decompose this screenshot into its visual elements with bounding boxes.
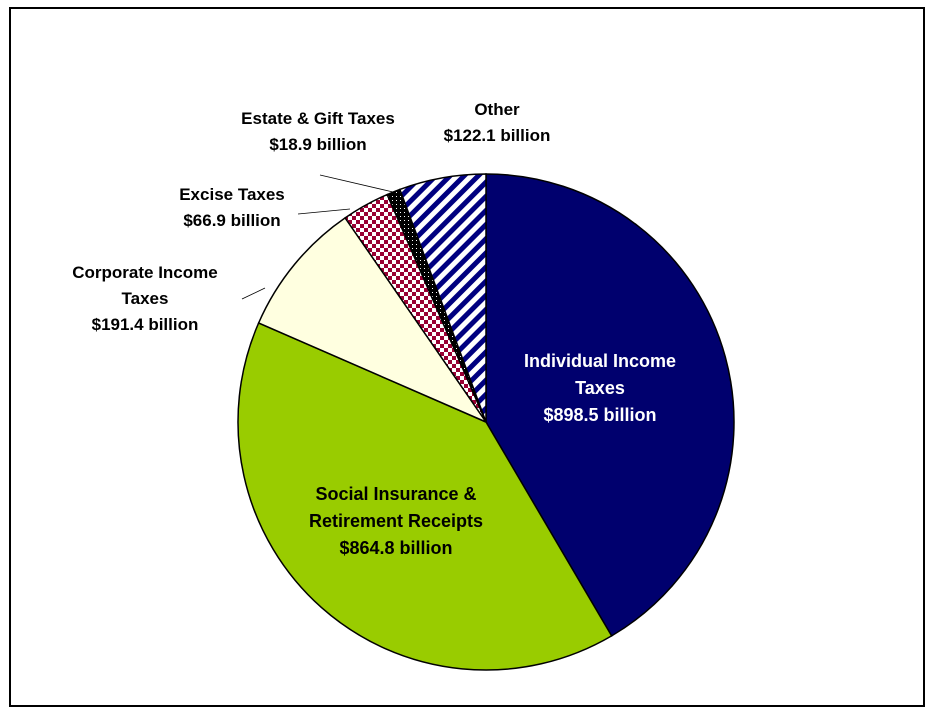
label-line: $122.1 billion	[444, 126, 551, 145]
label-line: $18.9 billion	[269, 135, 366, 154]
label-line: Retirement Receipts	[309, 511, 483, 531]
slice-corporate-income-label: Corporate Income Taxes $191.4 billion	[72, 263, 217, 334]
slice-individual-income-label: Individual Income Taxes $898.5 billion	[524, 351, 676, 425]
label-line: $864.8 billion	[339, 538, 452, 558]
label-line: Social Insurance &	[315, 484, 476, 504]
slice-corporate-income-leader-line	[241, 287, 266, 300]
slice-estate-gift-leader-line	[319, 174, 394, 193]
label-line: Taxes	[122, 289, 169, 308]
slice-other	[398, 173, 487, 423]
label-line: $191.4 billion	[92, 315, 199, 334]
slice-social-insurance	[237, 322, 613, 671]
label-line: Estate & Gift Taxes	[241, 109, 395, 128]
slice-estate-gift-label: Estate & Gift Taxes $18.9 billion	[241, 109, 395, 154]
label-line: Excise Taxes	[179, 185, 285, 204]
label-line: Corporate Income	[72, 263, 217, 282]
slice-other-label: Other $122.1 billion	[444, 100, 551, 145]
slice-social-insurance-label: Social Insurance & Retirement Receipts $86…	[309, 484, 483, 558]
label-line: Individual Income	[524, 351, 676, 371]
label-line: Other	[474, 100, 520, 119]
label-line: $66.9 billion	[183, 211, 280, 230]
slice-excise-label: Excise Taxes $66.9 billion	[179, 185, 285, 230]
slice-individual-income	[485, 173, 735, 637]
label-line: $898.5 billion	[543, 405, 656, 425]
slice-corporate-income	[257, 216, 489, 424]
label-line: Taxes	[575, 378, 625, 398]
slice-excise-leader-line	[297, 208, 351, 215]
